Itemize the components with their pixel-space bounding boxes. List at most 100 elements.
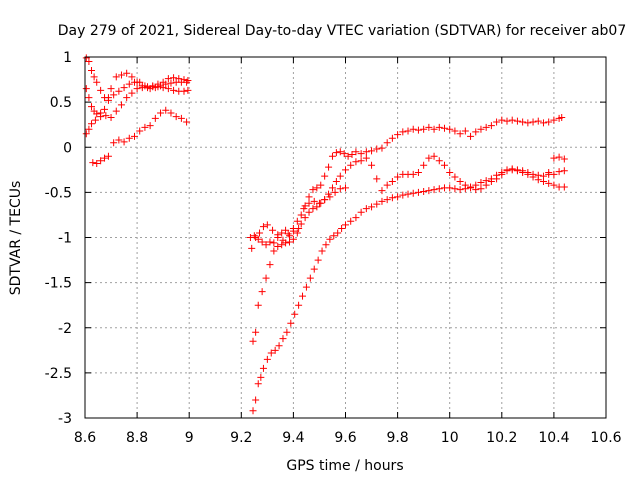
data-point — [394, 193, 402, 201]
data-point — [373, 175, 381, 183]
data-point — [529, 170, 537, 178]
data-point — [435, 157, 443, 165]
data-point — [167, 109, 175, 117]
data-point — [125, 134, 133, 142]
data-point — [274, 231, 282, 239]
data-point — [180, 87, 188, 95]
data-point — [328, 152, 336, 160]
data-point — [130, 132, 138, 140]
data-point — [550, 170, 558, 178]
data-point — [331, 188, 339, 196]
y-axis-label: SDTVAR / TECUs — [8, 181, 24, 296]
data-point — [289, 227, 297, 235]
data-point — [493, 118, 501, 126]
data-point — [342, 166, 349, 174]
data-point — [348, 150, 356, 158]
data-point — [550, 181, 558, 189]
data-point — [467, 183, 475, 191]
data-point — [252, 328, 260, 336]
data-point — [326, 193, 334, 201]
data-point — [409, 189, 417, 197]
data-point — [394, 131, 402, 139]
data-point — [508, 116, 516, 124]
data-point — [97, 113, 105, 121]
data-point — [275, 342, 283, 350]
data-point — [293, 217, 301, 225]
data-point — [259, 223, 267, 231]
data-point — [524, 169, 532, 177]
data-point — [555, 153, 563, 161]
data-point — [332, 178, 340, 186]
x-tick-label: 10.6 — [590, 430, 621, 446]
data-point — [146, 122, 154, 130]
series-track-h — [248, 167, 568, 252]
data-point — [115, 87, 123, 95]
data-point — [257, 373, 265, 381]
data-point — [446, 125, 454, 133]
data-point — [425, 123, 433, 131]
data-points — [82, 54, 568, 415]
data-point — [97, 157, 105, 165]
x-tick-label: 10 — [441, 430, 459, 446]
data-point — [157, 109, 165, 117]
data-point — [378, 144, 386, 152]
data-point — [248, 244, 256, 252]
series-track-e — [246, 113, 566, 249]
data-point — [297, 220, 305, 228]
y-tick-label: -1.5 — [45, 276, 72, 292]
data-point — [321, 196, 329, 204]
data-point — [271, 346, 279, 354]
data-point — [357, 150, 365, 158]
data-point — [299, 292, 307, 300]
data-point — [305, 199, 313, 207]
data-point — [409, 170, 417, 178]
data-point — [326, 235, 334, 243]
data-point — [97, 86, 105, 94]
data-point — [534, 171, 542, 179]
data-point — [305, 208, 313, 216]
data-point — [477, 125, 485, 133]
data-point — [85, 58, 93, 66]
data-point — [310, 265, 318, 273]
data-point — [164, 85, 172, 93]
data-point — [259, 364, 267, 372]
data-point — [357, 157, 365, 165]
data-point — [334, 229, 342, 237]
data-point — [477, 178, 485, 186]
data-point — [175, 75, 183, 83]
data-point — [409, 125, 417, 133]
data-point — [318, 247, 326, 255]
data-point — [368, 203, 376, 211]
axis-ticks: 8.6 8.8 9 9.2 9.4 9.6 9.8 10 10.2 10.4 10.6 1 0.5 0 -0… — [45, 50, 622, 446]
data-point — [282, 226, 290, 234]
data-point — [295, 301, 303, 309]
data-point — [519, 118, 527, 126]
data-point — [256, 229, 264, 237]
data-point — [266, 238, 274, 246]
data-point — [170, 74, 178, 82]
data-point — [340, 150, 348, 158]
chart-title: Day 279 of 2021, Sidereal Day-to-day VTE… — [58, 23, 627, 39]
data-point — [513, 166, 521, 174]
data-point — [183, 118, 191, 126]
data-point — [120, 84, 128, 92]
data-point — [545, 118, 553, 126]
data-point — [388, 194, 396, 202]
data-point — [347, 161, 355, 169]
data-point — [154, 83, 162, 91]
y-tick-label: -3 — [58, 411, 72, 427]
data-point — [399, 128, 407, 136]
data-point — [487, 122, 495, 130]
data-point — [82, 85, 90, 93]
data-point — [283, 328, 291, 336]
data-point — [278, 241, 286, 249]
data-point — [430, 125, 438, 133]
data-point — [493, 171, 501, 179]
data-point — [477, 185, 485, 193]
data-point — [560, 155, 568, 163]
y-tick-label: 1 — [63, 50, 72, 66]
data-point — [88, 120, 96, 128]
data-point — [357, 208, 365, 216]
data-point — [558, 113, 566, 121]
data-point — [529, 118, 537, 126]
